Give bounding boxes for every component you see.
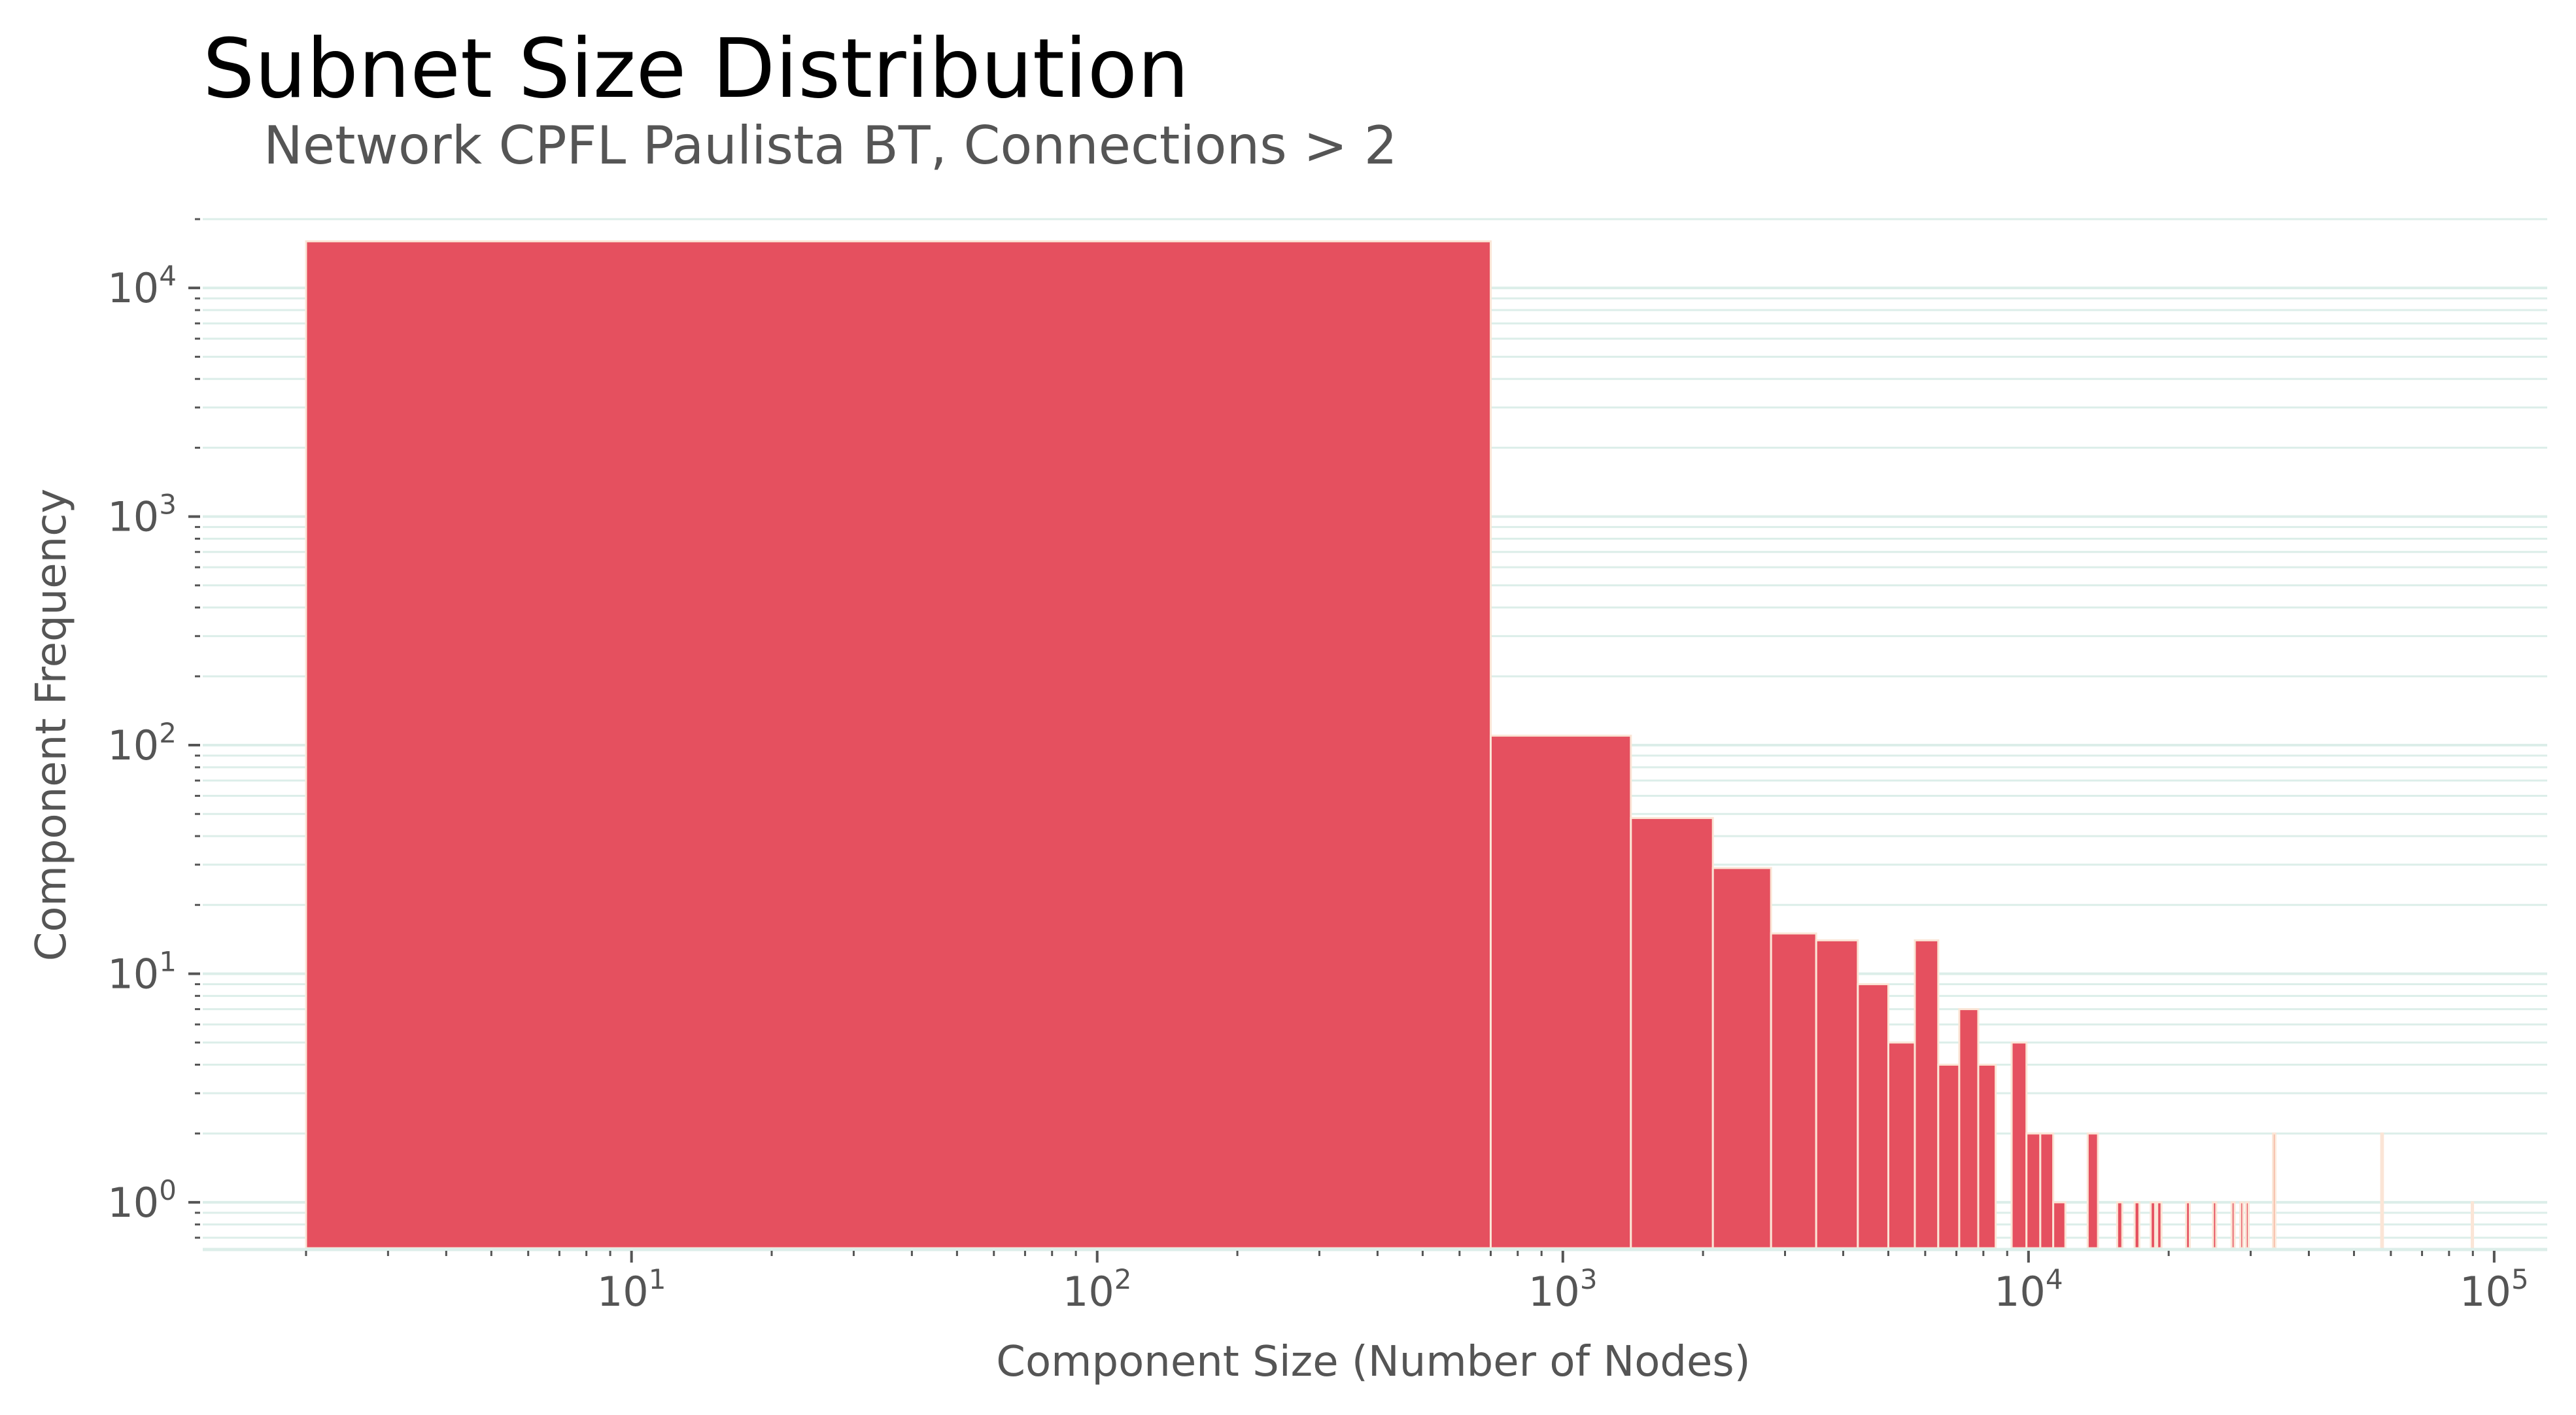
histogram-bar <box>2010 1041 2028 1249</box>
x-tick-label: 104 <box>1994 1263 2063 1316</box>
histogram-bar <box>1711 867 1772 1249</box>
histogram-bars <box>305 240 2475 1249</box>
y-axis-ticks: 100 101 102 103 104 <box>107 218 200 1239</box>
y-axis-label: Component Frequency <box>27 489 76 962</box>
histogram-bar <box>1770 932 1817 1249</box>
histogram-bar <box>2230 1201 2236 1249</box>
x-tick-label: 101 <box>597 1263 666 1316</box>
histogram-bar <box>2116 1201 2123 1249</box>
histogram-bar <box>2239 1201 2244 1249</box>
histogram-bar <box>2156 1201 2163 1249</box>
histogram-bar <box>1977 1064 1997 1249</box>
histogram-bar <box>2133 1201 2140 1249</box>
histogram-bar <box>2380 1132 2384 1249</box>
histogram-bar <box>1489 735 1632 1249</box>
y-tick-label: 102 <box>107 717 177 769</box>
y-tick-label: 104 <box>107 260 177 312</box>
histogram-bar <box>2025 1132 2042 1249</box>
histogram-bar <box>1815 939 1859 1249</box>
x-axis-ticks: 101 102 103 104 105 <box>305 1251 2529 1316</box>
histogram-bar <box>1958 1008 1980 1249</box>
histogram-bar <box>1887 1041 1916 1249</box>
histogram-bar <box>2150 1201 2156 1249</box>
histogram-bar <box>1630 816 1714 1249</box>
chart-subtitle: Network CPFL Paulista BT, Connections > … <box>264 115 1398 176</box>
histogram-bar <box>2052 1201 2067 1249</box>
x-tick-label: 102 <box>1063 1263 1132 1316</box>
histogram-bar <box>2086 1132 2099 1249</box>
histogram-bar <box>2185 1201 2191 1249</box>
y-tick-label: 103 <box>107 489 177 541</box>
y-tick-label: 101 <box>107 945 177 998</box>
histogram-bar <box>2212 1201 2218 1249</box>
x-tick-label: 103 <box>1528 1263 1598 1316</box>
y-tick-label: 100 <box>107 1174 177 1227</box>
histogram-bar <box>2272 1132 2276 1249</box>
histogram-bar <box>2471 1201 2475 1249</box>
chart-title: Subnet Size Distribution <box>203 22 1189 116</box>
histogram-bar <box>1914 939 1940 1249</box>
histogram-bar <box>1937 1064 1961 1249</box>
x-axis-label: Component Size (Number of Nodes) <box>996 1338 1750 1386</box>
histogram-bar <box>1857 983 1889 1249</box>
histogram-bar <box>2039 1132 2055 1249</box>
x-tick-label: 105 <box>2460 1263 2529 1316</box>
histogram-bar <box>305 240 1492 1249</box>
histogram-bar <box>2244 1201 2250 1249</box>
